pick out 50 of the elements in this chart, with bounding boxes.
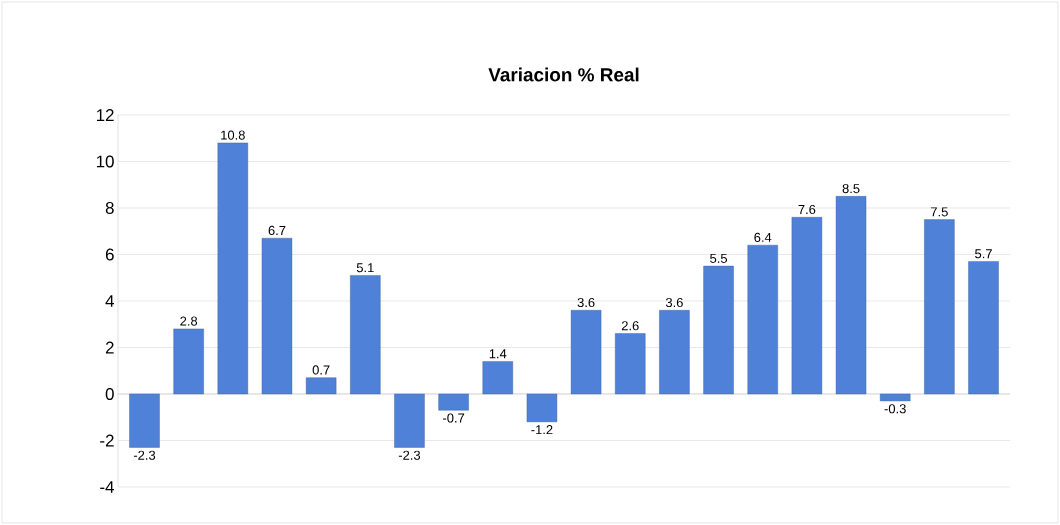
y-tick-label: 6 bbox=[105, 248, 114, 261]
bar bbox=[438, 393, 469, 411]
bar bbox=[880, 393, 911, 402]
data-label: 7.5 bbox=[931, 207, 948, 217]
data-label: 10.8 bbox=[221, 130, 245, 140]
y-tick-label: 0 bbox=[105, 387, 114, 400]
data-label: -1.2 bbox=[531, 425, 553, 435]
bar bbox=[924, 219, 955, 395]
data-label: 5.5 bbox=[710, 253, 728, 263]
data-label: -2.3 bbox=[133, 450, 156, 460]
data-label: 5.7 bbox=[975, 249, 992, 259]
data-label: 7.6 bbox=[798, 204, 816, 215]
bar bbox=[482, 361, 513, 395]
bar bbox=[305, 377, 337, 395]
data-label: 5.1 bbox=[356, 263, 374, 273]
bar bbox=[173, 328, 204, 395]
data-label: 8.5 bbox=[842, 184, 860, 194]
data-label: 3.6 bbox=[665, 297, 683, 308]
y-tick-label: -4 bbox=[100, 481, 114, 493]
bar bbox=[217, 142, 249, 395]
bar bbox=[659, 310, 690, 395]
data-label: -0.3 bbox=[884, 404, 906, 414]
data-label: 0.7 bbox=[312, 365, 330, 375]
data-label: 6.7 bbox=[268, 225, 286, 236]
chart-title: Variacion % Real bbox=[488, 67, 639, 82]
bar bbox=[615, 333, 646, 395]
data-label: -0.7 bbox=[443, 413, 465, 423]
data-label: -2.3 bbox=[398, 450, 421, 460]
bar bbox=[261, 238, 293, 395]
bar bbox=[350, 275, 381, 395]
y-tick-label: 10 bbox=[96, 155, 114, 168]
data-label: 2.8 bbox=[180, 316, 198, 326]
bar bbox=[835, 196, 867, 395]
y-tick-label: 12 bbox=[96, 109, 114, 121]
bar bbox=[129, 393, 160, 448]
bar bbox=[747, 244, 778, 395]
data-label: 2.6 bbox=[621, 321, 639, 331]
data-label: 3.6 bbox=[577, 297, 595, 308]
data-label: 6.4 bbox=[754, 232, 772, 242]
bar bbox=[703, 265, 734, 395]
bar bbox=[968, 261, 999, 395]
y-tick-label: 8 bbox=[105, 201, 114, 214]
bar bbox=[791, 217, 823, 395]
bar bbox=[394, 393, 425, 448]
y-tick-label: 2 bbox=[105, 341, 114, 354]
y-tick-label: 4 bbox=[105, 295, 114, 307]
data-label: 1.4 bbox=[489, 349, 507, 359]
y-tick-label: -2 bbox=[100, 434, 114, 447]
bar bbox=[526, 393, 558, 423]
bar bbox=[570, 310, 602, 395]
